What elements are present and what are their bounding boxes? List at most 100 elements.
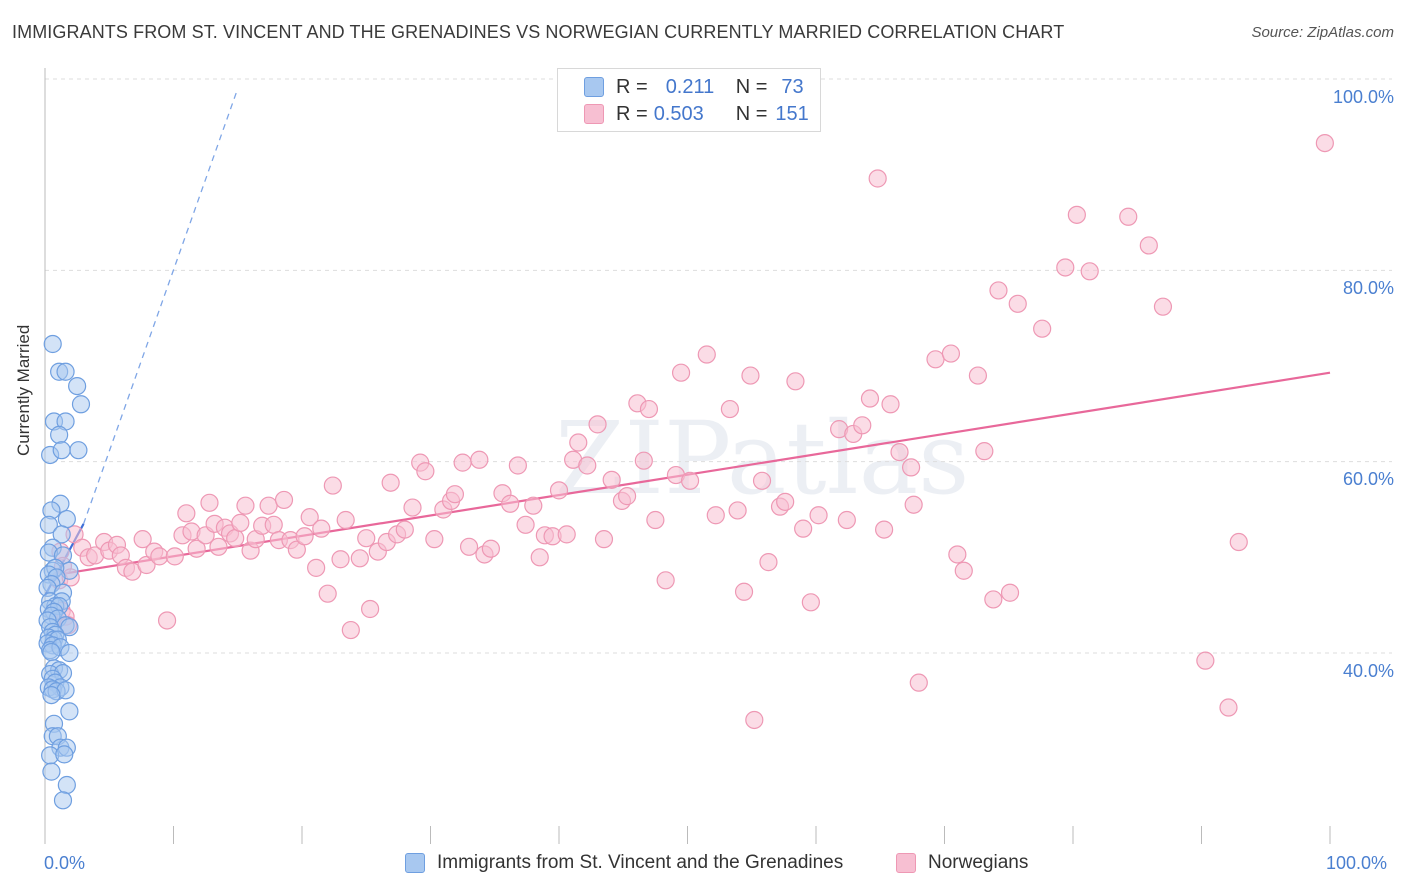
data-point-norwegians — [381, 473, 400, 492]
legend-item-immigrants[interactable]: Immigrants from St. Vincent and the Gren… — [405, 852, 843, 874]
data-point-norwegians — [1229, 532, 1248, 552]
data-point-norwegians — [634, 451, 653, 470]
data-point-norwegians — [1067, 205, 1086, 224]
pink-swatch — [896, 853, 916, 873]
data-point-norwegians — [137, 555, 156, 575]
data-point-norwegians — [264, 515, 283, 534]
data-point-norwegians — [875, 520, 894, 539]
data-point-norwegians — [524, 496, 543, 515]
data-point-norwegians — [1056, 258, 1075, 277]
data-point-norwegians — [706, 506, 725, 525]
blue-swatch — [405, 853, 425, 873]
legend-item-norwegians[interactable]: Norwegians — [896, 852, 1028, 874]
series-norwegians — [50, 133, 1334, 730]
source-label: Source: ZipAtlas.com — [1251, 24, 1394, 41]
data-point-norwegians — [557, 525, 576, 544]
data-point-norwegians — [226, 529, 245, 548]
series-immigrants — [38, 334, 91, 810]
data-point-norwegians — [984, 590, 1003, 609]
y-tick-label: 40.0% — [1342, 661, 1394, 681]
data-point-norwegians — [209, 537, 228, 556]
data-point-norwegians — [734, 582, 754, 601]
data-point-norwegians — [157, 611, 177, 630]
n-value: 151 — [775, 102, 809, 125]
data-point-norwegians — [901, 458, 921, 477]
data-point-immigrants — [50, 425, 69, 444]
data-point-immigrants — [43, 334, 62, 354]
data-point-immigrants — [60, 702, 79, 721]
data-point-norwegians — [1080, 262, 1099, 281]
blue-swatch — [584, 77, 604, 97]
data-point-norwegians — [786, 372, 805, 391]
data-point-norwegians — [445, 485, 465, 504]
data-point-norwegians — [1008, 294, 1027, 313]
data-point-norwegians — [259, 496, 278, 515]
data-point-norwegians — [752, 471, 772, 490]
data-point-norwegians — [403, 498, 422, 517]
data-point-norwegians — [954, 561, 973, 580]
data-point-norwegians — [395, 520, 414, 539]
data-point-norwegians — [1000, 583, 1020, 602]
stats-row-pink: R = 0.503 N = 151 — [584, 102, 809, 126]
data-point-norwegians — [481, 539, 500, 558]
data-point-norwegians — [975, 442, 994, 461]
data-point-norwegians — [868, 169, 887, 188]
data-point-immigrants — [68, 376, 87, 396]
data-point-norwegians — [341, 620, 360, 640]
data-point-immigrants — [57, 509, 76, 529]
data-point-norwegians — [177, 504, 196, 523]
data-point-norwegians — [618, 487, 637, 506]
n-value: 73 — [781, 75, 804, 98]
data-point-norwegians — [639, 399, 659, 419]
data-point-norwegians — [860, 389, 880, 408]
x-tick-label: 0.0% — [44, 853, 86, 873]
data-point-norwegians — [741, 366, 760, 385]
legend-label: Norwegians — [928, 852, 1029, 873]
data-point-norwegians — [759, 553, 778, 572]
data-point-norwegians — [1153, 297, 1173, 316]
y-tick-label: 60.0% — [1342, 469, 1394, 489]
data-point-norwegians — [809, 506, 828, 525]
data-point-norwegians — [1119, 207, 1138, 226]
data-point-norwegians — [602, 470, 621, 489]
r-label: R = — [616, 75, 648, 98]
data-point-norwegians — [941, 344, 961, 363]
stats-row-blue: R = 0.211 N = 73 — [584, 75, 804, 99]
data-point-norwegians — [671, 363, 691, 382]
data-point-norwegians — [331, 550, 350, 569]
data-point-norwegians — [459, 537, 479, 556]
data-point-norwegians — [300, 508, 319, 527]
data-point-norwegians — [794, 519, 813, 538]
data-point-norwegians — [656, 571, 675, 590]
stats-legend: R = 0.211 N = 73 R = 0.503 N = 151 — [557, 68, 821, 132]
chart-title: IMMIGRANTS FROM ST. VINCENT AND THE GREN… — [12, 22, 1065, 42]
data-point-immigrants — [39, 515, 58, 534]
data-point-norwegians — [312, 519, 331, 538]
data-point-norwegians — [948, 545, 967, 564]
data-point-norwegians — [508, 456, 527, 475]
data-point-norwegians — [697, 345, 716, 364]
data-point-norwegians — [646, 510, 665, 530]
data-point-norwegians — [150, 547, 169, 566]
data-point-norwegians — [425, 530, 444, 549]
data-point-norwegians — [470, 450, 489, 469]
data-point-norwegians — [318, 584, 337, 603]
data-point-norwegians — [187, 539, 206, 558]
data-point-norwegians — [357, 529, 376, 548]
data-point-norwegians — [881, 395, 900, 414]
data-point-immigrants — [57, 775, 76, 795]
data-point-norwegians — [1196, 651, 1215, 670]
data-point-norwegians — [530, 548, 549, 567]
data-point-norwegians — [890, 443, 909, 462]
legend-label: Immigrants from St. Vincent and the Gren… — [437, 852, 844, 873]
data-point-immigrants — [71, 395, 91, 414]
data-point-immigrants — [55, 745, 74, 764]
pink-swatch — [584, 104, 604, 124]
data-point-norwegians — [569, 433, 588, 452]
data-point-norwegians — [720, 399, 740, 419]
data-point-norwegians — [416, 462, 435, 481]
r-value: 0.211 — [665, 75, 715, 98]
data-point-norwegians — [837, 510, 856, 530]
x-tick-label: 100.0% — [1326, 853, 1388, 873]
